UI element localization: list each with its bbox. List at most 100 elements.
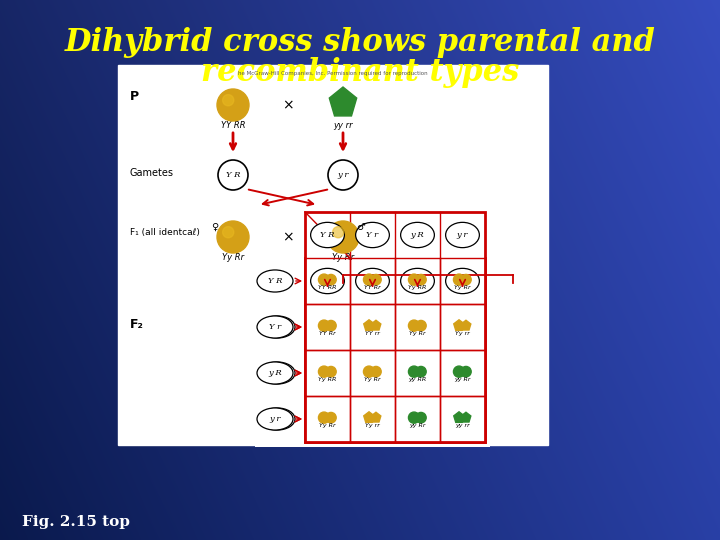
Text: yy Rr: yy Rr — [409, 423, 426, 428]
Text: ×: × — [282, 98, 294, 112]
Text: Y R: Y R — [226, 171, 240, 179]
Circle shape — [318, 320, 330, 331]
Text: yy RR: yy RR — [408, 377, 427, 382]
Circle shape — [408, 412, 420, 423]
Ellipse shape — [259, 362, 295, 384]
Text: y R: y R — [268, 369, 282, 377]
Polygon shape — [461, 412, 471, 422]
Circle shape — [461, 274, 471, 285]
Ellipse shape — [310, 222, 344, 248]
Circle shape — [408, 320, 420, 331]
Text: y R: y R — [410, 277, 424, 285]
Ellipse shape — [257, 270, 293, 292]
Text: Y r: Y r — [269, 323, 281, 331]
Circle shape — [318, 274, 330, 285]
Text: Y R: Y R — [270, 323, 284, 331]
Polygon shape — [364, 412, 374, 422]
Ellipse shape — [257, 408, 293, 430]
Circle shape — [325, 274, 336, 285]
Text: Yy Rr: Yy Rr — [364, 377, 381, 382]
Text: Yy RR: Yy RR — [408, 285, 427, 290]
Polygon shape — [454, 320, 464, 330]
Text: Yy Rr: Yy Rr — [319, 423, 336, 428]
Text: yy rr: yy rr — [333, 120, 353, 130]
Circle shape — [325, 367, 336, 377]
Text: y r: y r — [456, 277, 468, 285]
Ellipse shape — [257, 362, 293, 384]
Text: Yy Rr: Yy Rr — [222, 253, 244, 261]
FancyBboxPatch shape — [255, 207, 490, 447]
Polygon shape — [461, 320, 471, 330]
Text: Yy rr: Yy rr — [365, 423, 380, 428]
Circle shape — [218, 160, 248, 190]
Circle shape — [364, 274, 374, 285]
Circle shape — [408, 366, 420, 377]
Text: he McGraw-Hill Companies, Inc. Permission required for reproduction: he McGraw-Hill Companies, Inc. Permissio… — [238, 71, 428, 76]
Circle shape — [318, 366, 330, 377]
Text: Y r: Y r — [271, 369, 283, 377]
Polygon shape — [454, 412, 464, 422]
Text: y r: y r — [337, 171, 348, 179]
Text: YY rr: YY rr — [365, 331, 380, 336]
Circle shape — [217, 221, 249, 253]
Text: ♀: ♀ — [212, 222, 219, 232]
FancyBboxPatch shape — [305, 258, 485, 442]
Circle shape — [454, 274, 464, 285]
Text: ♂: ♂ — [356, 222, 365, 232]
Circle shape — [415, 274, 426, 285]
Ellipse shape — [356, 222, 390, 248]
Circle shape — [461, 367, 471, 377]
Circle shape — [415, 320, 426, 331]
Polygon shape — [329, 87, 356, 116]
Circle shape — [415, 367, 426, 377]
Text: yy rr: yy rr — [455, 423, 470, 428]
Circle shape — [222, 227, 234, 238]
Text: Yy RR: Yy RR — [318, 377, 337, 382]
Text: Y r: Y r — [366, 231, 379, 239]
Text: Fig. 2.15 top: Fig. 2.15 top — [22, 515, 130, 529]
Text: y R: y R — [270, 415, 284, 423]
Text: y R: y R — [410, 231, 424, 239]
Text: Y R: Y R — [268, 277, 282, 285]
Circle shape — [328, 160, 358, 190]
Text: Gametes: Gametes — [130, 168, 174, 178]
Text: y r: y r — [269, 415, 281, 423]
Circle shape — [333, 227, 344, 238]
Text: Yy Rr: Yy Rr — [454, 285, 471, 290]
Ellipse shape — [400, 222, 434, 248]
Text: YY Rr: YY Rr — [364, 285, 381, 290]
Text: yy Rr: yy Rr — [454, 377, 471, 382]
Text: Y R: Y R — [320, 231, 335, 239]
Text: YY Rr: YY Rr — [319, 331, 336, 336]
Ellipse shape — [400, 268, 434, 294]
Ellipse shape — [446, 268, 480, 294]
Circle shape — [217, 89, 249, 121]
Circle shape — [222, 94, 234, 106]
FancyBboxPatch shape — [118, 65, 548, 445]
Ellipse shape — [446, 222, 480, 248]
Circle shape — [371, 367, 381, 377]
FancyBboxPatch shape — [305, 212, 485, 442]
Ellipse shape — [257, 316, 293, 338]
Text: ×: × — [282, 230, 294, 244]
Text: Dihybrid cross shows parental and: Dihybrid cross shows parental and — [65, 26, 655, 57]
Polygon shape — [371, 320, 381, 330]
Ellipse shape — [259, 316, 295, 338]
Text: Yy rr: Yy rr — [455, 331, 470, 336]
Ellipse shape — [259, 408, 295, 430]
Text: y r: y r — [456, 231, 468, 239]
Circle shape — [325, 413, 336, 423]
Text: Yy Rr: Yy Rr — [409, 331, 426, 336]
Text: YY RR: YY RR — [221, 120, 246, 130]
Ellipse shape — [356, 268, 390, 294]
Text: Y r: Y r — [366, 277, 379, 285]
Circle shape — [371, 274, 381, 285]
Circle shape — [318, 412, 330, 423]
Ellipse shape — [310, 268, 344, 294]
Text: Yy Rr: Yy Rr — [332, 253, 354, 261]
Text: YY RR: YY RR — [318, 285, 337, 290]
Polygon shape — [364, 320, 374, 330]
Circle shape — [415, 413, 426, 423]
Circle shape — [325, 320, 336, 331]
Circle shape — [327, 221, 359, 253]
